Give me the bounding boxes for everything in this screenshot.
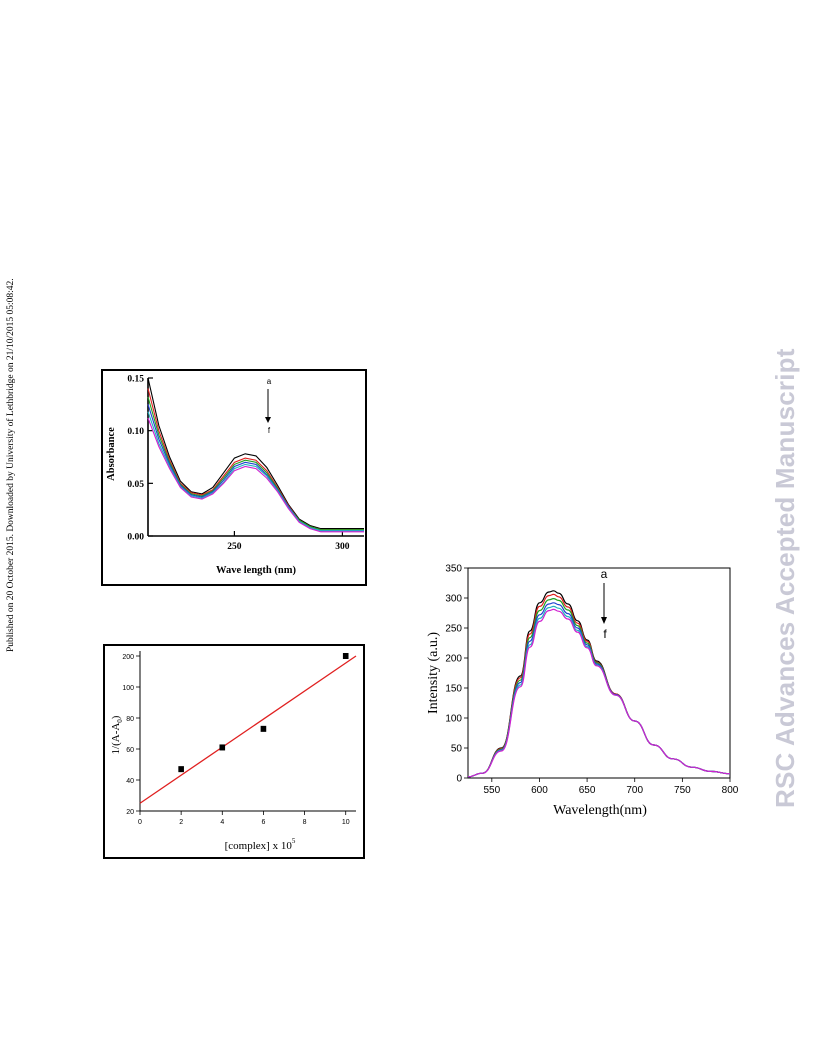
binding-x-axis-label: [complex] x 105 (225, 837, 296, 852)
emission-series-line-2 (467, 593, 731, 778)
binding-x-tick-label: 2 (179, 819, 183, 826)
absorption-y-tick-label: 0.05 (127, 480, 144, 490)
emission-y-axis-label: Intensity (a.u.) (426, 632, 441, 714)
absorption-series-line-1 (147, 377, 364, 530)
binding-x-tick-label: 6 (261, 819, 265, 826)
binding-data-point (260, 725, 267, 732)
emission-series-line-5 (467, 605, 731, 778)
binding-y-axis-label: 1/(A-A0) (110, 715, 124, 754)
absorption-y-tick-label: 0.00 (127, 533, 144, 543)
emission-y-tick-label: 250 (445, 624, 462, 635)
absorption-series-line-5 (147, 411, 364, 532)
binding-data-point (219, 744, 226, 751)
emission-y-tick-label: 100 (445, 714, 462, 725)
emission-series-line-3 (467, 597, 731, 778)
absorption-x-tick-label: 250 (227, 542, 242, 552)
absorption-series-line-2 (147, 388, 364, 531)
emission-y-tick-label: 50 (451, 744, 463, 755)
emission-y-tick-label: 200 (445, 654, 462, 665)
binding-x-tick-label: 10 (342, 819, 350, 826)
binding-y-tick-label: 20 (126, 809, 134, 816)
emission-x-tick-label: 550 (483, 785, 500, 796)
emission-y-tick-label: 150 (445, 684, 462, 695)
binding-x-tick-label: 4 (220, 819, 224, 826)
binding-chart: 20 40 60 80 100 200 0 2 4 6 8 10 [complex] x 105 1/… (103, 644, 365, 859)
absorption-y-tick-label: 0.15 (127, 375, 144, 385)
binding-data-point (342, 653, 349, 659)
emission-series-line-6 (467, 608, 731, 778)
absorption-annotation-a: a (267, 377, 272, 386)
emission-annotation-a: a (601, 567, 608, 581)
emission-y-tick-label: 350 (445, 564, 462, 575)
binding-y-tick-label: 100 (122, 685, 134, 692)
binding-y-tick-label: 80 (126, 716, 134, 723)
absorption-y-tick-label: 0.10 (127, 427, 144, 437)
absorption-arrowhead (265, 417, 271, 423)
binding-x-tick-label: 0 (138, 819, 142, 826)
binding-y-tick-label: 200 (122, 654, 134, 661)
binding-frame (103, 644, 365, 859)
absorption-frame (101, 369, 367, 586)
emission-x-tick-label: 800 (722, 785, 739, 796)
emission-x-tick-label: 600 (531, 785, 548, 796)
emission-y-tick-label: 300 (445, 594, 462, 605)
emission-y-tick-label: 0 (456, 774, 462, 785)
emission-x-tick-label: 750 (674, 785, 691, 796)
absorption-x-tick-label: 300 (335, 542, 350, 552)
manuscript-watermark: RSC Advances Accepted Manuscript (770, 348, 800, 808)
emission-arrowhead (601, 617, 607, 624)
publication-notice: Published on 20 October 2015. Downloaded… (6, 278, 16, 652)
absorption-annotation-f: f (268, 426, 271, 435)
emission-annotation-f: f (603, 627, 607, 641)
binding-y-tick-label: 60 (126, 747, 134, 754)
absorption-y-axis-label: Absorbance (106, 427, 117, 481)
binding-fit-line (139, 655, 357, 804)
emission-series-line-4 (467, 602, 731, 778)
binding-y-tick-label: 40 (126, 778, 134, 785)
emission-series-line-1 (467, 590, 731, 778)
absorption-series-line-6 (147, 417, 364, 533)
absorption-series-line-3 (147, 396, 364, 531)
emission-x-tick-label: 700 (626, 785, 643, 796)
binding-data-point (178, 766, 184, 773)
emission-x-tick-label: 650 (579, 785, 596, 796)
emission-x-axis-label: Wavelength(nm) (553, 803, 647, 818)
absorption-series-line-4 (147, 404, 364, 532)
emission-plot-frame (467, 567, 731, 779)
binding-x-tick-label: 8 (303, 819, 307, 826)
absorption-x-axis-label: Wave length (nm) (216, 565, 296, 576)
